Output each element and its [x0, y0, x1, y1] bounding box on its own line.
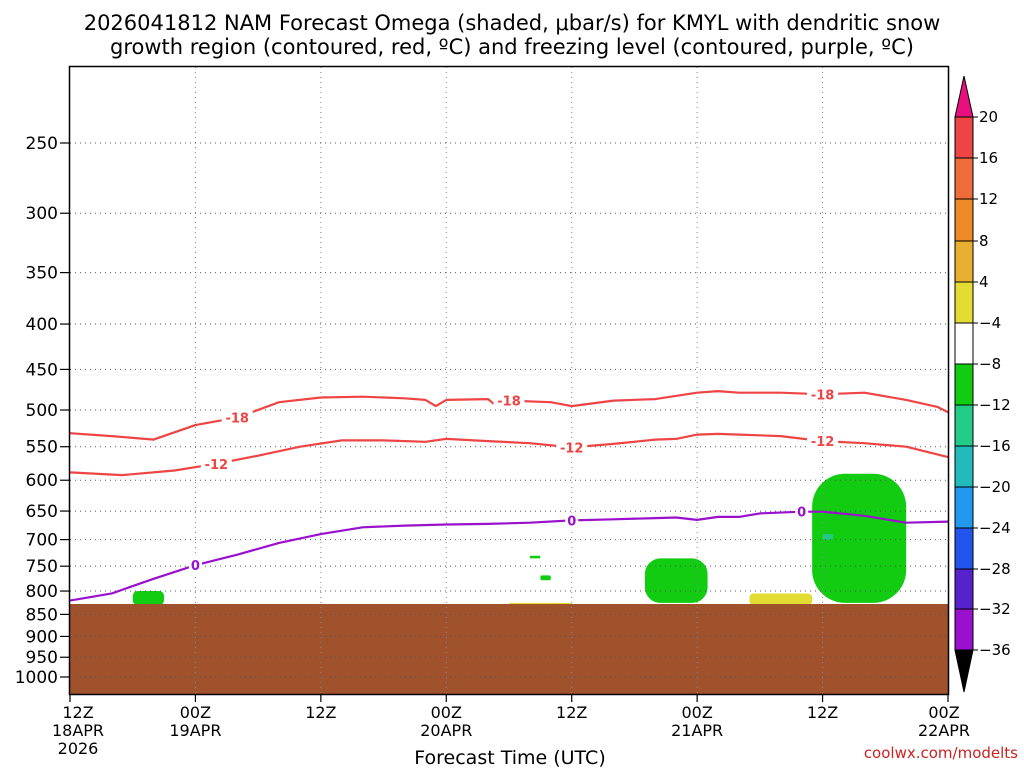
colorbar-label-6: −8 [979, 355, 1001, 373]
x-tick-date-5: 21APR [671, 721, 723, 740]
contour-label-bg-zero-2 [795, 503, 809, 520]
y-tick-label-750: 750 [26, 557, 58, 577]
colorbar-bin-4 [954, 240, 974, 283]
chart-title-line1: 2026041812 NAM Forecast Omega (shaded, μ… [84, 11, 941, 35]
y-tick-label-850: 850 [26, 605, 58, 625]
colorbar-bin-3 [954, 198, 974, 242]
omega-region-up-motion-speck2 [540, 575, 551, 581]
colorbar-bin-12 [954, 568, 974, 610]
colorbar-label-7: −12 [979, 396, 1011, 414]
contour-label-zero-0: 0 [191, 559, 200, 574]
colorbar-bin-2 [954, 157, 974, 200]
colorbar-label-11: −28 [979, 560, 1011, 578]
y-tick-label-700: 700 [26, 531, 58, 551]
colorbar-bin-6 [954, 322, 974, 365]
colorbar-label-5: −4 [979, 314, 1001, 332]
contour-label-bg-zero-0 [188, 557, 202, 574]
contour-label-minus18-0: -18 [225, 412, 249, 427]
omega-region-up-motion-early [132, 591, 165, 606]
colorbar-label-2: 12 [979, 190, 998, 208]
x-tick-label-0: 12Z [62, 703, 93, 722]
colorbar-label-0: 20 [979, 108, 998, 126]
credit-text: coolwx.com/modelts [864, 744, 1018, 762]
contour-label-bg-minus18-1 [493, 392, 525, 409]
ground-below-surface [70, 604, 948, 695]
x-axis-label: Forecast Time (UTC) [414, 747, 605, 768]
colorbar-bin-0 [954, 75, 974, 118]
y-tick-label-1000: 1000 [15, 668, 58, 688]
contour-label-bg-minus18-2 [807, 386, 839, 403]
x-tick-year-0: 2026 [58, 739, 99, 758]
contour-line-minus12 [69, 432, 949, 477]
x-tick-date-0: 18APR [52, 721, 104, 740]
colorbar-bin-5 [954, 281, 974, 324]
omega-shading-layer [132, 473, 907, 607]
contour-label-minus12-0: -12 [205, 458, 229, 473]
contour-label-minus18-2: -18 [811, 388, 835, 403]
x-tick-label-4: 12Z [556, 703, 587, 722]
colorbar-bin-13 [954, 608, 974, 651]
y-tick-label-600: 600 [26, 471, 58, 491]
y-axis-pressure: 2503003504004505005506006507007508008509… [15, 134, 70, 688]
omega-region-up-motion-mid [644, 558, 708, 603]
colorbar-bin-11 [954, 527, 974, 570]
y-tick-label-250: 250 [26, 134, 58, 154]
x-tick-label-1: 00Z [180, 703, 211, 722]
y-tick-label-550: 550 [26, 438, 58, 458]
x-tick-label-2: 12Z [305, 703, 336, 722]
y-tick-label-950: 950 [26, 648, 58, 668]
contour-label-bg-minus12-2 [807, 433, 839, 450]
colorbar-label-13: −36 [979, 641, 1011, 659]
x-tick-date-1: 19APR [169, 721, 221, 740]
omega-region-down-motion-late [749, 593, 813, 606]
y-tick-label-350: 350 [26, 264, 58, 284]
contour-label-minus18-1: -18 [497, 395, 521, 410]
colorbar-label-1: 16 [979, 149, 998, 167]
colorbar-bin-10 [954, 486, 974, 529]
colorbar-bin-8 [954, 404, 974, 447]
y-tick-label-450: 450 [26, 360, 58, 380]
contour-layer: -18 -18 -18 -12 -12 -12 0 0 0 [69, 386, 949, 602]
colorbar-label-10: −24 [979, 519, 1011, 537]
grid-lines [70, 67, 948, 694]
contour-label-zero-1: 0 [567, 514, 576, 529]
plot-frame [68, 65, 950, 696]
y-tick-label-900: 900 [26, 627, 58, 647]
colorbar-label-12: −32 [979, 600, 1011, 618]
omega-region-up-motion-speck1 [529, 555, 541, 559]
colorbar-bin-15 [954, 649, 974, 693]
y-tick-label-300: 300 [26, 204, 58, 224]
contour-label-bg-zero-1 [565, 512, 579, 529]
omega-region-up-motion-core [822, 534, 834, 540]
x-tick-label-5: 00Z [681, 703, 712, 722]
contour-label-zero-2: 0 [797, 506, 806, 521]
colorbar-bin-7 [954, 363, 974, 406]
y-tick-label-650: 650 [26, 502, 58, 522]
colorbar-bin-9 [954, 445, 974, 488]
colorbar-label-3: 8 [979, 232, 989, 250]
x-tick-date-3: 20APR [420, 721, 472, 740]
contour-label-minus12-2: -12 [811, 435, 835, 450]
colorbar-label-9: −20 [979, 478, 1011, 496]
colorbar-bin-1 [954, 116, 974, 159]
chart-title-line2: growth region (contoured, red, ºC) and f… [110, 35, 914, 59]
omega-colorbar: 20 16 12 8 4 −4 −8 −12 −16 −20 −24 −28 −32 −36 [954, 75, 1011, 693]
contour-label-minus12-1: -12 [560, 441, 584, 456]
x-tick-label-7: 00Z [928, 703, 959, 722]
colorbar-label-4: 4 [979, 273, 989, 291]
y-tick-label-500: 500 [26, 401, 58, 421]
y-tick-label-800: 800 [26, 582, 58, 602]
colorbar-label-8: −16 [979, 437, 1011, 455]
x-tick-date-7: 22APR [918, 721, 970, 740]
omega-region-up-motion-main [812, 473, 907, 603]
contour-label-bg-minus12-1 [556, 439, 588, 456]
x-tick-label-6: 12Z [807, 703, 838, 722]
y-tick-label-400: 400 [26, 315, 58, 335]
contour-label-bg-minus18-0 [221, 409, 253, 426]
x-tick-label-3: 00Z [431, 703, 462, 722]
contour-label-bg-minus12-0 [200, 455, 232, 472]
